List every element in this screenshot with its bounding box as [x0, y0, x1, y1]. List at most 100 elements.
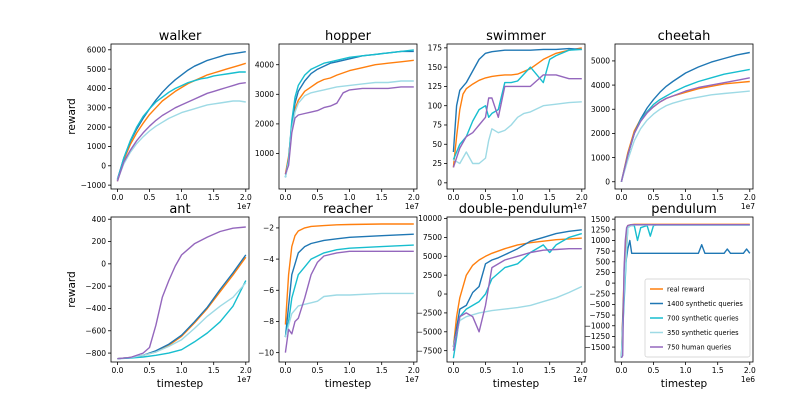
y-tick-label: 75 — [432, 121, 442, 130]
series-line-700-synthetic-queries — [116, 71, 246, 181]
panel-double-pendulum: 0.0 0.5 1.0 1.5 2.01e7−7500−5000−25000250050… — [417, 202, 588, 390]
x-offset-label: 1e7 — [405, 202, 419, 211]
panel-title: ant — [169, 202, 190, 217]
y-tick-label: 0 — [437, 179, 442, 188]
x-tick-label: 0.5 — [648, 193, 660, 202]
x-tick-label: 1.5 — [376, 366, 388, 375]
x-tick-label: 1.5 — [712, 193, 724, 202]
x-tick-label: 1.5 — [712, 366, 724, 375]
y-tick-label: 250 — [596, 268, 611, 277]
series-line-350-synthetic-queries — [117, 282, 247, 360]
series-line-700-synthetic-queries — [117, 280, 247, 360]
y-tick-label: −2500 — [417, 309, 443, 318]
series-line-750-human-queries — [284, 86, 414, 175]
panel-title: swimmer — [486, 29, 546, 44]
series-line-350-synthetic-queries — [284, 292, 414, 338]
series-line-700-synthetic-queries — [284, 244, 414, 338]
x-tick-label: 2.0 — [744, 193, 756, 202]
x-tick-label: 0.0 — [279, 193, 291, 202]
y-tick-label: 10000 — [418, 214, 442, 223]
x-tick-label: 0.5 — [480, 193, 492, 202]
x-offset-label: 1e7 — [405, 375, 419, 384]
y-tick-label: 4000 — [87, 84, 106, 93]
series-line-750-human-queries — [116, 82, 246, 182]
x-tick-label: 1.0 — [176, 366, 188, 375]
x-tick-label: 2.0 — [240, 366, 252, 375]
x-tick-label: 1.5 — [208, 193, 220, 202]
series-line-700-synthetic-queries — [452, 48, 582, 160]
series-line-750-human-queries — [452, 247, 582, 351]
y-tick-label: 400 — [92, 215, 107, 224]
series-line-350-synthetic-queries — [453, 101, 582, 165]
y-tick-label: 50 — [432, 140, 442, 149]
y-axis-label: reward — [66, 271, 78, 307]
x-tick-label: 1.0 — [344, 193, 356, 202]
x-tick-label: 0.5 — [144, 366, 156, 375]
y-tick-label: −750 — [589, 311, 610, 320]
x-tick-label: 2.0 — [576, 193, 588, 202]
y-tick-label: 125 — [428, 82, 443, 91]
x-tick-label: 0.0 — [111, 366, 123, 375]
series-line-350-synthetic-queries — [284, 80, 414, 178]
y-tick-label: 1000 — [591, 236, 610, 245]
y-tick-label: 5000 — [87, 65, 106, 74]
y-tick-label: 1500 — [591, 215, 610, 224]
y-tick-label: 200 — [92, 237, 107, 246]
series-line-1400-synthetic-queries — [284, 233, 414, 338]
y-tick-label: 1000 — [591, 153, 610, 162]
series-line-real-reward — [116, 62, 247, 182]
x-offset-label: 1e6 — [741, 375, 755, 384]
y-tick-label: −1500 — [585, 343, 611, 352]
y-tick-label: −5000 — [417, 327, 443, 336]
plot-area — [614, 43, 754, 190]
x-tick-label: 2.0 — [576, 366, 588, 375]
panel-title: double-pendulum — [459, 202, 574, 217]
x-axis-label: timestep — [325, 378, 372, 390]
y-tick-label: −6 — [263, 286, 274, 295]
x-tick-label: 0.5 — [648, 366, 660, 375]
x-tick-label: 0.0 — [615, 193, 627, 202]
y-tick-label: −250 — [589, 289, 610, 298]
x-axis-label: timestep — [493, 378, 540, 390]
panel-title: hopper — [325, 29, 372, 44]
plot-area — [446, 43, 586, 190]
panel-title: reacher — [323, 202, 373, 217]
x-tick-label: 1.0 — [176, 193, 188, 202]
y-tick-label: −8 — [263, 317, 274, 326]
x-axis-label: timestep — [157, 378, 204, 390]
y-tick-label: 3000 — [255, 90, 274, 99]
x-tick-label: 2.0 — [240, 193, 252, 202]
series-line-350-synthetic-queries — [116, 100, 246, 181]
series-line-350-synthetic-queries — [452, 285, 583, 348]
panel-reacher: 0.0 0.5 1.0 1.5 2.01e7−10−8−6−4−2reachertime… — [258, 202, 420, 390]
x-offset-label: 1e7 — [741, 202, 755, 211]
panel-ant: 0.0 0.5 1.0 1.5 2.01e7−800−600−400−200020040… — [66, 202, 252, 390]
y-tick-label: 7500 — [423, 233, 442, 242]
x-tick-label: 1.0 — [512, 366, 524, 375]
y-tick-label: 2500 — [423, 271, 442, 280]
legend-entry: 350 synthetic queries — [667, 329, 739, 337]
x-tick-label: 2.0 — [408, 193, 420, 202]
x-tick-label: 0.0 — [447, 193, 459, 202]
y-tick-label: −800 — [85, 349, 106, 358]
y-tick-label: −200 — [85, 282, 106, 291]
y-tick-label: −4 — [263, 255, 274, 264]
y-tick-label: −1250 — [585, 332, 611, 341]
y-tick-label: 5000 — [591, 57, 610, 66]
series-line-750-human-queries — [117, 226, 246, 360]
legend-entry: 750 human queries — [667, 343, 732, 351]
panel-title: pendulum — [651, 202, 717, 217]
x-tick-label: 1.0 — [680, 366, 692, 375]
series-line-1400-synthetic-queries — [620, 239, 751, 358]
x-offset-label: 1e7 — [573, 202, 587, 211]
y-tick-label: 0 — [605, 279, 610, 288]
y-tick-label: −600 — [85, 326, 106, 335]
y-tick-label: 100 — [428, 101, 443, 110]
series-line-real-reward — [452, 237, 582, 347]
